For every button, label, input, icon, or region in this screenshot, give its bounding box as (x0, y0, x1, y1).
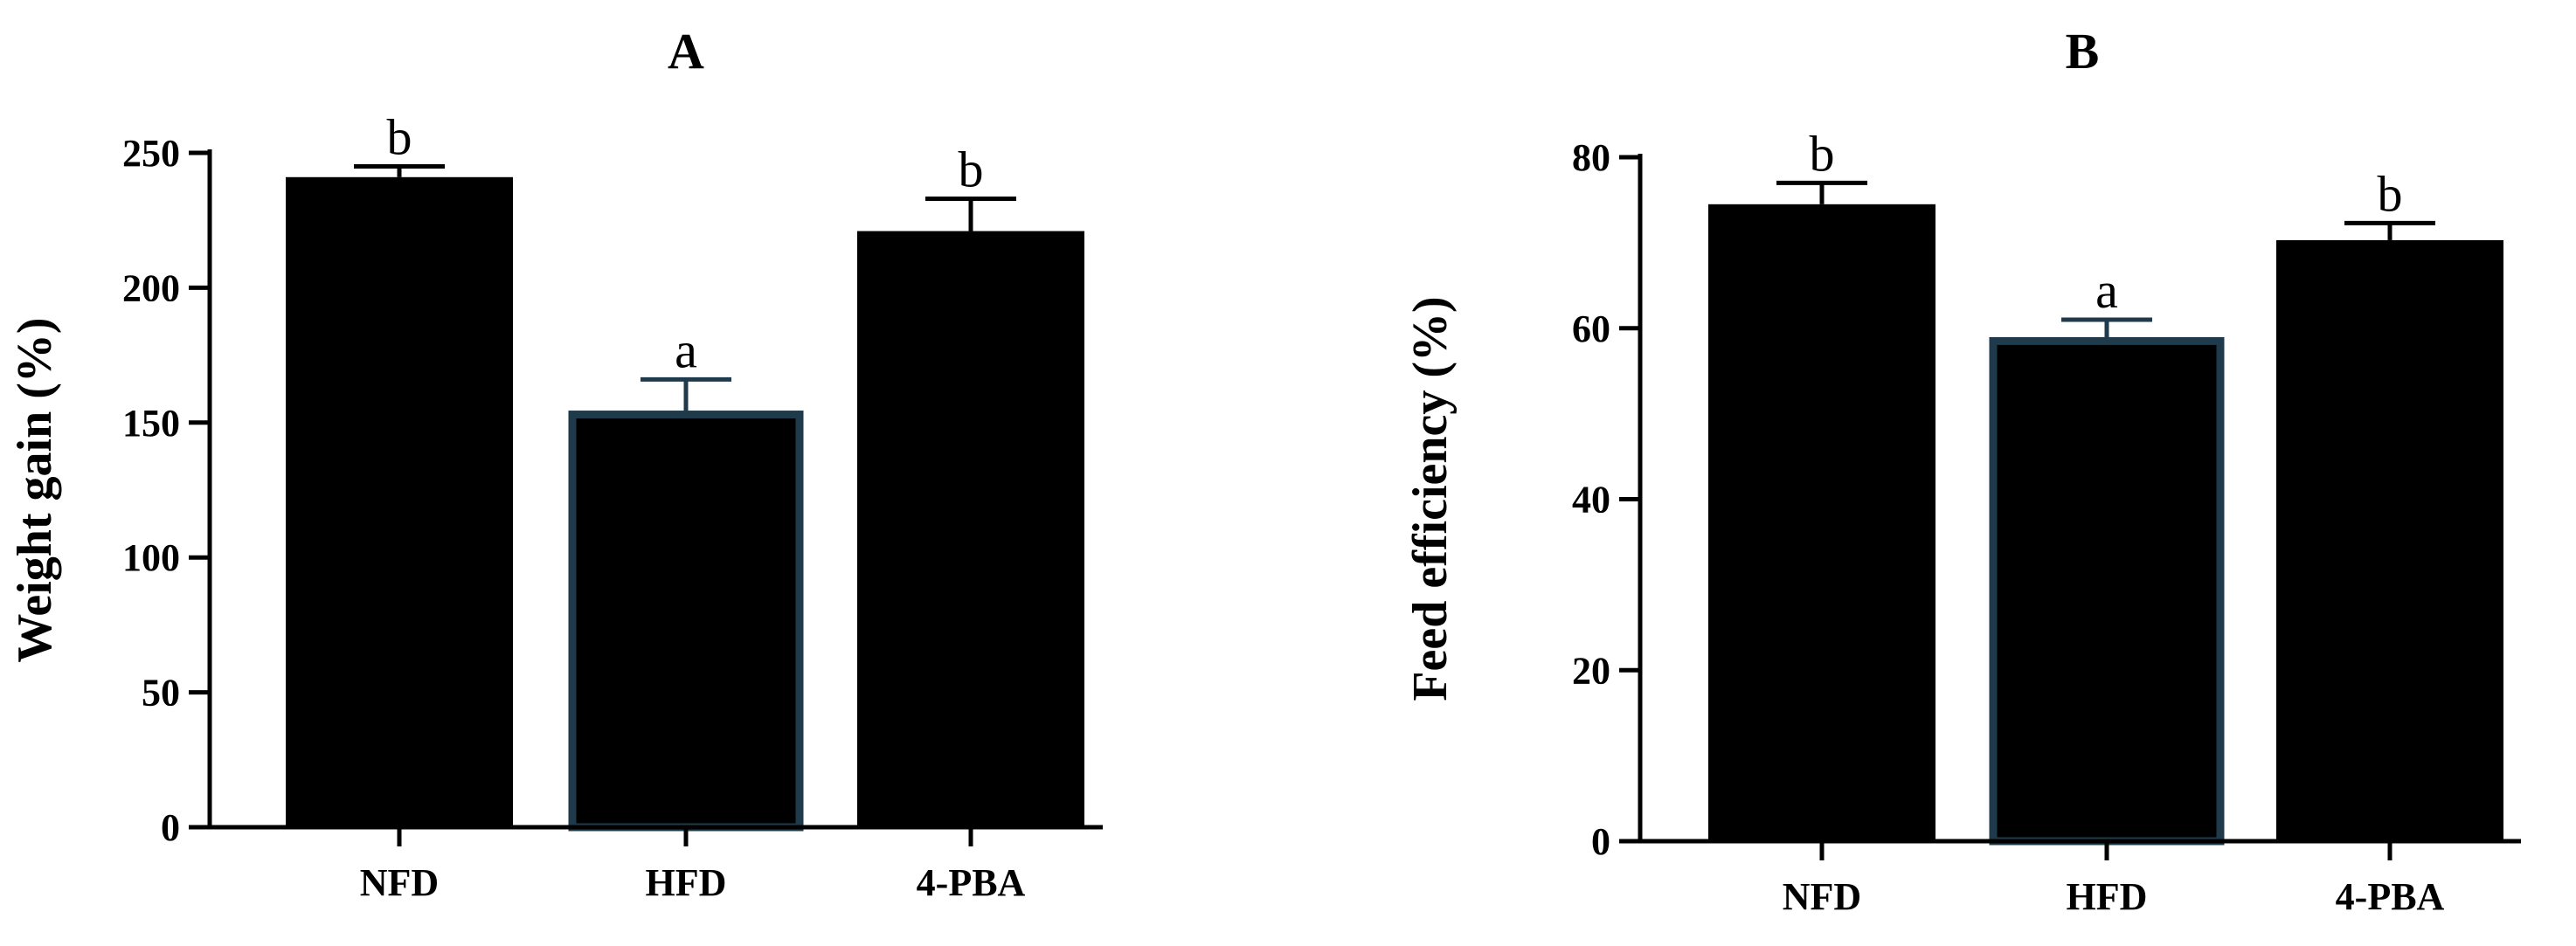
bar-nfd (286, 176, 513, 828)
y-tick-label-b: 60 (1572, 307, 1610, 350)
bar-hfd (568, 411, 804, 832)
significance-label-hfd: a (675, 321, 697, 378)
y-tick-label-a: 250 (122, 132, 180, 175)
error-bar-4-pba (925, 196, 1016, 231)
panel-a-chart: A Weight gain (%) b NFD a HFD b 4-PBA 0 50 100 150 2… (8, 23, 1103, 904)
y-tick-label-b: 40 (1572, 479, 1610, 521)
y-tick-label-b: 0 (1591, 820, 1610, 863)
panel-a-title: A (668, 23, 704, 79)
x-tick-label-nfd: NFD (360, 861, 439, 904)
error-bar-nfd (1776, 180, 1867, 204)
significance-label-hfd: a (2095, 262, 2118, 319)
bar-hfd (1989, 336, 2225, 846)
significance-label-nfd: b (1810, 125, 1835, 182)
y-tick-label-a: 0 (161, 806, 180, 849)
panel-b-title: B (2066, 23, 2100, 79)
y-tick-label-b: 80 (1572, 136, 1610, 179)
bar-4-pba (857, 231, 1084, 827)
y-tick-label-a: 200 (122, 266, 180, 309)
panel-b-chart: B Feed efficiency (%) b NFD a HFD b 4-PBA 0 20 40 6… (1403, 23, 2521, 918)
y-tick-label-a: 150 (122, 402, 180, 445)
x-tick-label-nfd: NFD (1783, 875, 1861, 918)
error-bar-4-pba (2344, 220, 2435, 240)
error-bar-nfd (354, 163, 445, 177)
bar-4-pba (2276, 239, 2503, 842)
error-bar-hfd (2061, 317, 2152, 342)
y-tick-label-a: 50 (142, 672, 180, 715)
error-bar-hfd (641, 376, 731, 415)
y-tick-label-b: 20 (1572, 649, 1610, 692)
x-tick-label-4-pba: 4-PBA (917, 861, 1026, 904)
bar-nfd (1708, 204, 1935, 842)
y-axis-title-a: Weight gain (%) (8, 317, 62, 662)
significance-label-nfd: b (387, 108, 412, 165)
x-tick-label-hfd: HFD (2067, 875, 2148, 918)
significance-label-4-pba: b (959, 141, 984, 197)
y-tick-label-a: 100 (122, 536, 180, 579)
y-axis-title-b: Feed efficiency (%) (1403, 296, 1458, 701)
significance-label-4-pba: b (2378, 165, 2403, 222)
x-tick-label-hfd: HFD (646, 861, 727, 904)
x-tick-label-4-pba: 4-PBA (2336, 875, 2445, 918)
